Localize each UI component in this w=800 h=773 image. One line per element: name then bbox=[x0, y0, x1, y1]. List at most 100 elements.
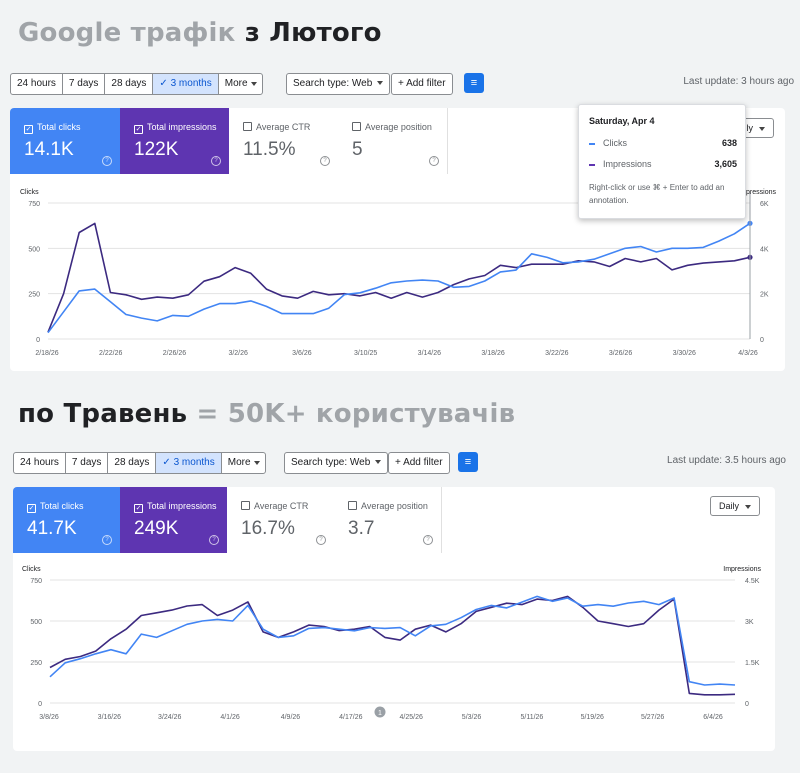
tooltip-row-clicks: Clicks 638 bbox=[589, 138, 737, 148]
x-tick-label: 5/27/26 bbox=[641, 714, 664, 721]
x-tick-label: 4/17/26 bbox=[339, 714, 362, 721]
heading-bottom: по Травень = 50K+ користувачів bbox=[18, 399, 515, 429]
series-line-impressions bbox=[47, 222, 751, 333]
x-tick-label: 3/26/26 bbox=[609, 350, 632, 357]
range-7-days[interactable]: 7 days bbox=[63, 74, 106, 94]
tooltip-date: Saturday, Apr 4 bbox=[589, 116, 655, 126]
filter-icon[interactable]: ≡ bbox=[464, 73, 484, 93]
add-filter-label: Add filter bbox=[406, 78, 446, 89]
help-icon[interactable]: ? bbox=[429, 156, 439, 166]
metric-average-ctr[interactable]: Average CTR 11.5% ? bbox=[229, 108, 339, 174]
metric-value: 249K bbox=[134, 518, 179, 539]
plus-icon: + bbox=[395, 457, 404, 468]
metric-value: 3.7 bbox=[348, 518, 375, 539]
chart-top[interactable]: 750 6K 500 4K 250 2K 0 0 Clicks Impressions 2/18/2… bbox=[10, 108, 785, 371]
range-28-days[interactable]: 28 days bbox=[105, 74, 154, 94]
metric-label: Average CTR bbox=[256, 122, 311, 132]
metric-label: Total impressions bbox=[147, 501, 217, 511]
check-icon: ✓ bbox=[159, 78, 171, 89]
chart-bottom[interactable]: 750 4.5K 500 3K 250 1.5K 0 0 Clicks Impressions 3/… bbox=[13, 487, 775, 751]
range-28-days[interactable]: 28 days bbox=[108, 453, 157, 473]
x-tick-label: 2/22/26 bbox=[99, 350, 122, 357]
range-3-months-label: 3 months bbox=[170, 78, 212, 89]
metric-average-position[interactable]: Average position 5 ? bbox=[338, 108, 448, 174]
heading-top: Google трафік з Лютого bbox=[18, 18, 382, 48]
plus-icon: + bbox=[398, 78, 407, 89]
y-tick-label: 0 bbox=[38, 701, 42, 708]
range-3-months[interactable]: ✓ 3 months bbox=[156, 453, 222, 473]
metric-average-position[interactable]: Average position 3.7 ? bbox=[334, 487, 442, 553]
metric-value: 122K bbox=[134, 139, 179, 160]
x-tick-label: 4/3/26 bbox=[738, 350, 758, 357]
metric-label: Total clicks bbox=[40, 501, 84, 511]
date-range-selector: 24 hours 7 days 28 days ✓ 3 months More bbox=[13, 452, 266, 474]
y-tick-label: 500 bbox=[28, 246, 40, 253]
search-type-dropdown[interactable]: Search type: Web bbox=[284, 452, 389, 474]
x-tick-label: 3/30/26 bbox=[673, 350, 696, 357]
x-tick-label: 6/4/26 bbox=[703, 714, 723, 721]
tooltip-row-value: 638 bbox=[721, 138, 737, 148]
add-filter-label: Add filter bbox=[403, 457, 443, 468]
metric-value: 14.1K bbox=[24, 139, 74, 160]
range-3-months[interactable]: ✓ 3 months bbox=[153, 74, 219, 94]
annotation-marker-label: 1 bbox=[378, 710, 382, 717]
y-tick-label: 750 bbox=[28, 201, 40, 208]
checkbox-icon bbox=[241, 501, 250, 510]
help-icon[interactable]: ? bbox=[211, 156, 221, 166]
metric-value: 41.7K bbox=[27, 518, 77, 539]
last-update-text: Last update: 3 hours ago bbox=[683, 76, 794, 87]
y2-tick-label: 2K bbox=[760, 292, 769, 299]
checkbox-checked-icon: ✓ bbox=[27, 504, 36, 513]
metric-value: 16.7% bbox=[241, 518, 295, 539]
range-24-hours[interactable]: 24 hours bbox=[14, 453, 66, 473]
performance-panel-bottom: ✓ Total clicks 41.7K ? ✓ Total impressions… bbox=[13, 487, 775, 751]
x-tick-label: 4/9/26 bbox=[281, 714, 301, 721]
granularity-dropdown[interactable]: Daily bbox=[710, 496, 761, 516]
range-24-hours[interactable]: 24 hours bbox=[11, 74, 63, 94]
date-range-selector: 24 hours 7 days 28 days ✓ 3 months More bbox=[10, 73, 263, 95]
search-type-dropdown[interactable]: Search type: Web bbox=[286, 73, 391, 95]
heading-bottom-part1: по Травень bbox=[18, 399, 188, 429]
filter-icon[interactable]: ≡ bbox=[458, 452, 478, 472]
metric-average-ctr[interactable]: Average CTR 16.7% ? bbox=[227, 487, 335, 553]
help-icon[interactable]: ? bbox=[209, 535, 219, 545]
tooltip-note: Right-click or use ⌘ + Enter to add an a… bbox=[589, 183, 725, 205]
checkbox-checked-icon: ✓ bbox=[134, 504, 143, 513]
tooltip-row-value: 3,605 bbox=[714, 159, 737, 169]
help-icon[interactable]: ? bbox=[102, 535, 112, 545]
x-tick-label: 5/3/26 bbox=[462, 714, 482, 721]
help-icon[interactable]: ? bbox=[316, 535, 326, 545]
x-tick-label: 3/16/26 bbox=[98, 714, 121, 721]
y2-tick-label: 6K bbox=[760, 201, 769, 208]
caret-down-icon bbox=[377, 81, 384, 86]
y-tick-label: 250 bbox=[28, 292, 40, 299]
tooltip-row-impressions: Impressions 3,605 bbox=[589, 159, 737, 169]
add-filter-button[interactable]: + Add filter bbox=[388, 452, 450, 474]
range-more-dropdown[interactable]: More bbox=[222, 453, 265, 473]
help-icon[interactable]: ? bbox=[320, 156, 330, 166]
metric-label: Average position bbox=[361, 501, 428, 511]
x-tick-label: 3/8/26 bbox=[39, 714, 59, 721]
range-more-dropdown[interactable]: More bbox=[219, 74, 262, 94]
y2-tick-label: 0 bbox=[745, 701, 749, 708]
y-tick-label: 500 bbox=[30, 619, 42, 626]
x-tick-label: 3/14/26 bbox=[418, 350, 441, 357]
heading-bottom-part2: = 50K+ користувачів bbox=[196, 399, 516, 429]
add-filter-button[interactable]: + Add filter bbox=[391, 73, 453, 95]
help-icon[interactable]: ? bbox=[423, 535, 433, 545]
metric-total-impressions[interactable]: ✓ Total impressions 122K ? bbox=[120, 108, 230, 174]
x-tick-label: 2/26/26 bbox=[163, 350, 186, 357]
y2-tick-label: 3K bbox=[745, 619, 754, 626]
series-swatch bbox=[589, 142, 595, 145]
y2-tick-label: 4K bbox=[760, 246, 769, 253]
series-swatch bbox=[589, 163, 595, 166]
annotation-marker[interactable] bbox=[374, 706, 386, 718]
help-icon[interactable]: ? bbox=[102, 156, 112, 166]
metric-total-impressions[interactable]: ✓ Total impressions 249K ? bbox=[120, 487, 228, 553]
heading-top-part2: з Лютого bbox=[244, 18, 382, 48]
range-7-days[interactable]: 7 days bbox=[66, 453, 109, 473]
y2-axis-label: Impressions bbox=[723, 566, 761, 573]
metric-label: Average position bbox=[365, 122, 432, 132]
toolbar-top: 24 hours 7 days 28 days ✓ 3 months More … bbox=[10, 73, 794, 95]
metric-total-clicks[interactable]: ✓ Total clicks 14.1K ? bbox=[10, 108, 121, 174]
